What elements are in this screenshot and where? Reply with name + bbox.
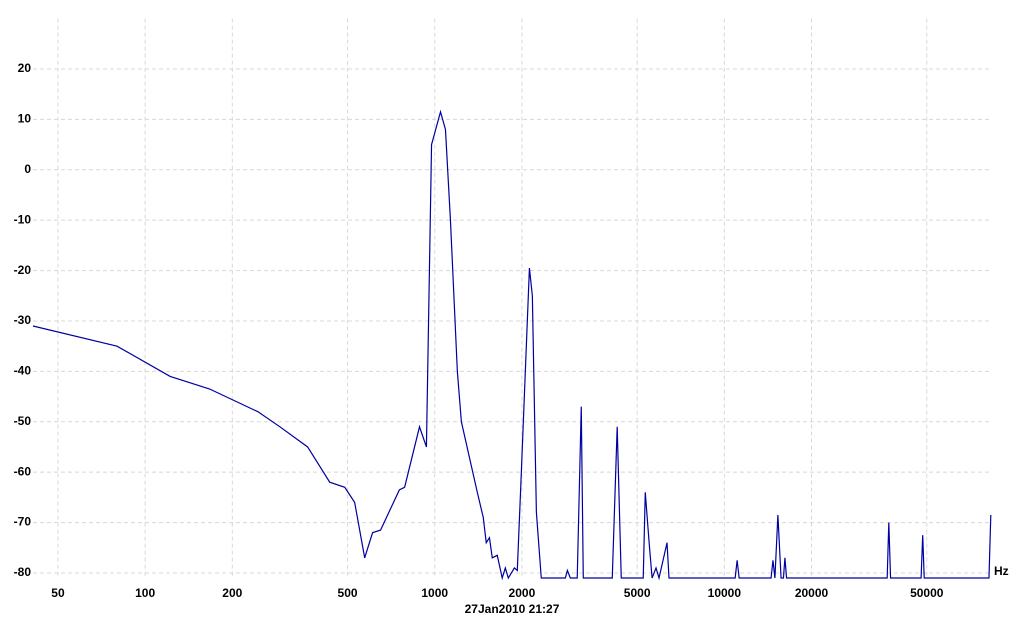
- y-tick-label: -80: [14, 565, 32, 579]
- y-tick-label: 0: [24, 162, 31, 176]
- y-tick-label: -10: [14, 212, 32, 226]
- x-tick-label: 1000: [421, 586, 448, 600]
- y-tick-label: -60: [14, 464, 32, 478]
- y-tick-label: -30: [14, 313, 32, 327]
- y-tick-label: 20: [18, 61, 32, 75]
- x-tick-label: 100: [135, 586, 155, 600]
- y-tick-label: -40: [14, 364, 32, 378]
- y-tick-label: -70: [14, 515, 32, 529]
- x-tick-label: 50000: [910, 586, 944, 600]
- spectrum-line: [32, 109, 992, 581]
- x-tick-label: 50: [51, 586, 65, 600]
- x-tick-label: 200: [222, 586, 242, 600]
- x-unit: Hz: [994, 564, 1009, 578]
- x-tick-label: 10000: [708, 586, 742, 600]
- y-tick-label: 10: [18, 112, 32, 126]
- y-tick-label: -20: [14, 263, 32, 277]
- x-tick-label: 2000: [509, 586, 536, 600]
- y-tick-label: -50: [14, 414, 32, 428]
- x-tick-label: 5000: [624, 586, 651, 600]
- timestamp: 27Jan2010 21:27: [465, 602, 560, 616]
- x-tick-label: 500: [338, 586, 358, 600]
- x-tick-label: 20000: [795, 586, 829, 600]
